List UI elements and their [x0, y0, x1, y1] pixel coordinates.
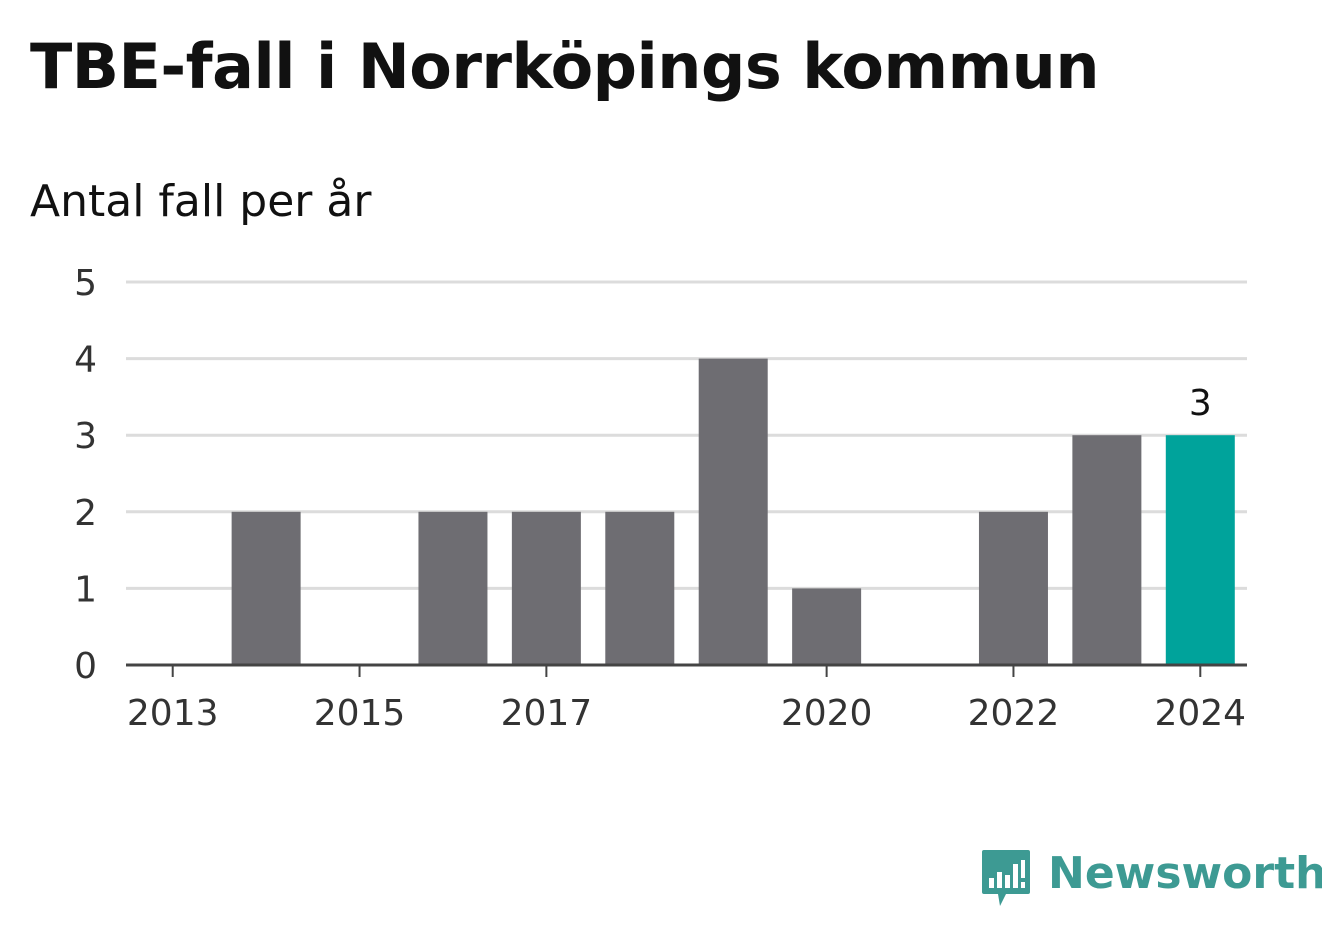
- bar: [1072, 435, 1142, 665]
- data-label: 3: [1189, 383, 1212, 424]
- bar: [698, 358, 768, 665]
- x-tick-label: 2017: [501, 693, 593, 734]
- chart-subtitle: Antal fall per år: [30, 176, 372, 227]
- chart-title: TBE-fall i Norrköpings kommun: [30, 30, 1099, 103]
- bar: [978, 511, 1048, 665]
- x-tick-label: 2022: [968, 693, 1060, 734]
- bar: [511, 511, 581, 665]
- bar: [1165, 435, 1235, 665]
- y-tick-label: 0: [74, 646, 97, 687]
- brand-name: Newsworthy: [1048, 848, 1322, 899]
- bar-chart: 0 1 2 3 4 5 2013 2015 2017 2020 2022 2024 3: [74, 263, 1247, 734]
- x-tick-label: 2020: [781, 693, 873, 734]
- bar: [418, 511, 488, 665]
- y-tick-label: 2: [74, 493, 97, 534]
- x-tick-label: 2015: [314, 693, 406, 734]
- bar: [605, 511, 675, 665]
- y-tick-label: 3: [74, 416, 97, 457]
- x-tick-label: 2013: [127, 693, 219, 734]
- y-tick-label: 4: [74, 340, 97, 381]
- x-tick-label: 2024: [1154, 693, 1246, 734]
- bar: [792, 588, 862, 665]
- y-tick-label: 1: [74, 569, 97, 610]
- bar: [231, 511, 301, 665]
- y-tick-label: 5: [74, 263, 97, 304]
- newsworthy-logo-icon: [982, 850, 1030, 906]
